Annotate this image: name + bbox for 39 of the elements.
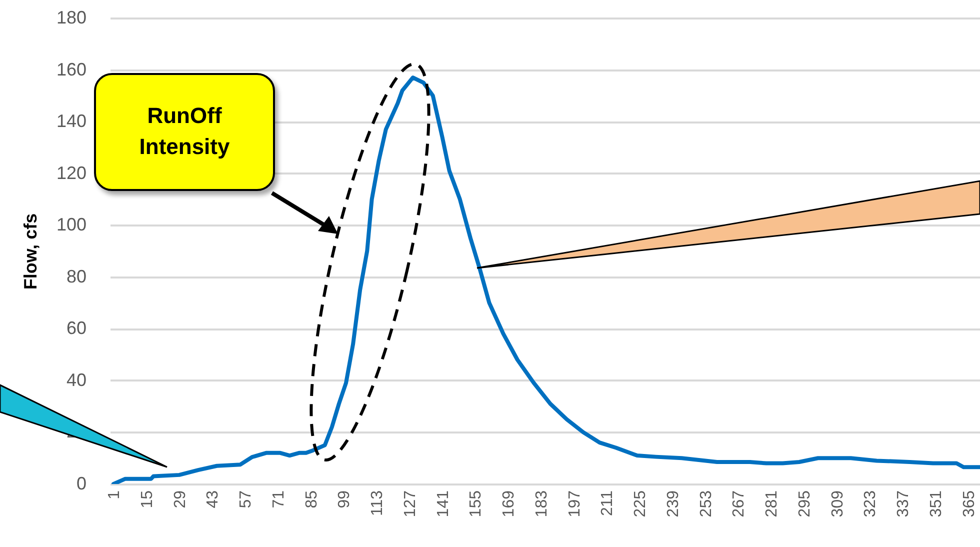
x-tick-label: 99 — [336, 490, 354, 508]
x-tick-label: 43 — [204, 490, 222, 508]
x-tick-label: 183 — [533, 490, 550, 518]
x-tick-label: 295 — [796, 490, 814, 518]
line-series — [112, 76, 980, 484]
callout-box: RunOff Intensity — [94, 73, 275, 191]
y-tick-label: 100 — [56, 214, 86, 235]
y-tick-label: 40 — [66, 370, 86, 390]
y-tick-label: 60 — [66, 318, 86, 338]
x-tick-label: 113 — [369, 490, 386, 516]
x-tick-label: 239 — [664, 490, 682, 518]
x-tick-label: 211 — [599, 490, 616, 516]
y-tick-label: 0 — [76, 474, 86, 494]
y-tick-label: 180 — [56, 8, 86, 28]
x-tick-label: 225 — [632, 490, 650, 518]
x-tick-label: 85 — [303, 490, 320, 508]
x-tick-label: 323 — [862, 490, 880, 518]
x-tick-label: 155 — [468, 490, 485, 518]
x-tick-label: 365 — [960, 490, 978, 518]
x-tick-label: 281 — [764, 490, 781, 518]
x-tick-label: 267 — [730, 490, 748, 518]
y-axis-title: Flow, cfs — [20, 213, 40, 290]
x-tick-label: 337 — [895, 490, 912, 518]
x-tick-label: 197 — [566, 490, 584, 518]
x-tick-label: 253 — [698, 490, 715, 518]
x-tick-label: 127 — [402, 490, 419, 518]
y-tick-label: 120 — [56, 162, 86, 183]
y-tick-label: 140 — [56, 111, 86, 132]
x-tick-label: 15 — [138, 490, 156, 508]
x-tick-label: 141 — [434, 490, 452, 518]
x-tick-label: 351 — [928, 490, 945, 518]
x-tick-label: 169 — [500, 490, 518, 518]
x-tick-label: 57 — [238, 490, 255, 508]
x-tick-label: 29 — [172, 490, 189, 508]
x-tick-label: 309 — [829, 490, 846, 518]
y-tick-label: 80 — [66, 266, 86, 286]
x-tick-label: 71 — [270, 490, 288, 508]
y-tick-label: 160 — [56, 59, 86, 80]
x-tick-label: 1 — [106, 490, 124, 500]
